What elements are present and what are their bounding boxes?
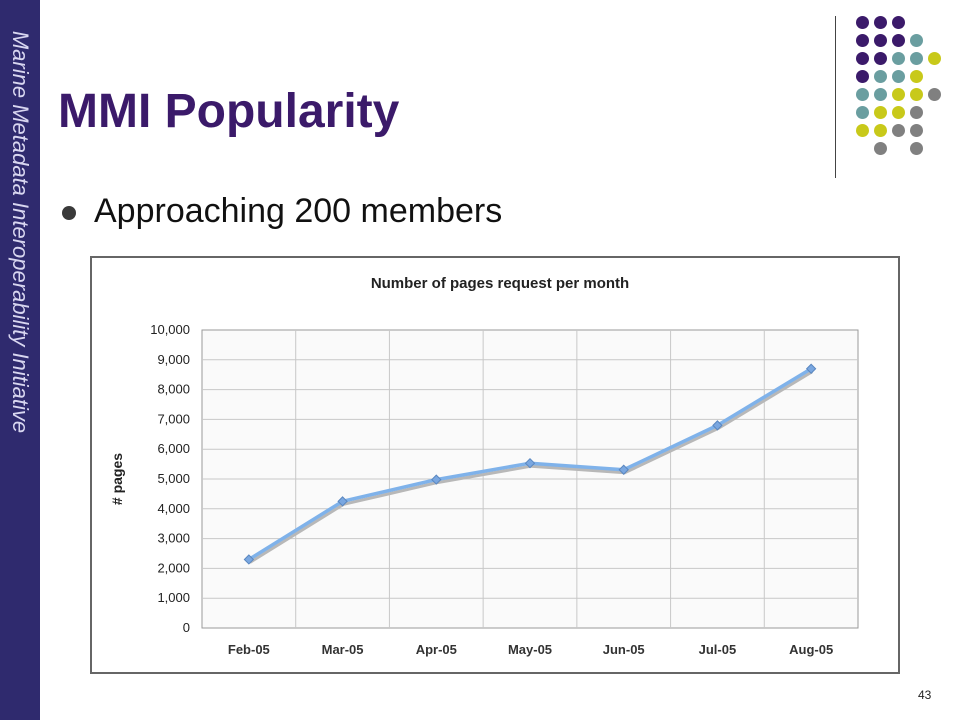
sidebar-band: Marine Metadata Interoperability Initiat… bbox=[0, 0, 40, 720]
data-point-marker bbox=[618, 464, 629, 475]
chart-frame: 0 1,000 2,000 3,000 4,000 5,000 6,000 7,000 8,00… bbox=[90, 256, 900, 674]
decorative-dot bbox=[891, 33, 905, 47]
decorative-dot bbox=[855, 123, 869, 137]
data-point-marker bbox=[524, 457, 536, 469]
decorative-dot bbox=[909, 69, 923, 83]
decorative-dot bbox=[909, 105, 923, 119]
y-tick-label: 2,000 bbox=[157, 560, 190, 575]
y-tick-label: 0 bbox=[183, 620, 190, 635]
y-tick-label: 6,000 bbox=[157, 441, 190, 456]
decorative-dot bbox=[873, 51, 887, 65]
sidebar-organization-text: Marine Metadata Interoperability Initiat… bbox=[8, 30, 33, 434]
decorative-dot bbox=[855, 105, 869, 119]
decorative-dot bbox=[891, 123, 905, 137]
data-point-marker bbox=[337, 496, 348, 507]
decorative-divider bbox=[835, 16, 836, 178]
x-tick-label: Mar-05 bbox=[322, 642, 364, 657]
x-tick-label: Apr-05 bbox=[416, 642, 457, 657]
decorative-dot bbox=[873, 33, 887, 47]
decorative-dot bbox=[909, 123, 923, 137]
decorative-dot bbox=[909, 141, 923, 155]
decorative-dot bbox=[891, 69, 905, 83]
decorative-dot bbox=[855, 87, 869, 101]
decorative-dot bbox=[855, 33, 869, 47]
decorative-dot bbox=[909, 33, 923, 47]
y-tick-label: 10,000 bbox=[150, 322, 190, 337]
y-tick-label: 8,000 bbox=[157, 382, 190, 397]
data-point-marker bbox=[805, 363, 817, 374]
decorative-dot bbox=[909, 51, 923, 65]
decorative-dot bbox=[873, 69, 887, 83]
line-chart: 0 1,000 2,000 3,000 4,000 5,000 6,000 7,000 8,00… bbox=[109, 275, 859, 657]
decorative-dot bbox=[855, 69, 869, 83]
decorative-dot bbox=[891, 15, 905, 29]
decorative-dot bbox=[873, 87, 887, 101]
decorative-dot bbox=[927, 51, 941, 65]
decorative-dot bbox=[873, 105, 887, 119]
decorative-dot bbox=[891, 87, 905, 101]
decorative-dot bbox=[873, 15, 887, 29]
decorative-dot bbox=[855, 51, 869, 65]
x-tick-label: May-05 bbox=[508, 642, 552, 657]
decorative-dot bbox=[873, 141, 887, 155]
decorative-dot bbox=[891, 105, 905, 119]
y-axis-label: # pages bbox=[109, 453, 125, 505]
x-tick-label: Jul-05 bbox=[699, 642, 737, 657]
y-tick-label: 9,000 bbox=[157, 352, 190, 367]
bullet-dot-icon bbox=[62, 206, 76, 220]
decorative-dot bbox=[909, 87, 923, 101]
chart-title: Number of pages request per month bbox=[371, 275, 629, 292]
data-point-marker bbox=[431, 474, 442, 485]
data-point-marker bbox=[243, 554, 255, 565]
decorative-dot bbox=[927, 87, 941, 101]
page-number: 43 bbox=[918, 688, 932, 702]
y-tick-label: 7,000 bbox=[157, 411, 190, 426]
data-point-marker bbox=[712, 420, 723, 431]
y-tick-label: 4,000 bbox=[157, 501, 190, 516]
x-tick-label: Feb-05 bbox=[228, 642, 270, 657]
x-tick-label: Jun-05 bbox=[603, 642, 645, 657]
slide-title: MMI Popularity bbox=[58, 85, 400, 138]
x-tick-label: Aug-05 bbox=[789, 642, 833, 657]
bullet-text: Approaching 200 members bbox=[94, 192, 503, 230]
y-tick-label: 1,000 bbox=[157, 590, 190, 605]
decorative-dot bbox=[855, 15, 869, 29]
y-tick-label: 3,000 bbox=[157, 531, 190, 546]
decorative-dot bbox=[873, 123, 887, 137]
decorative-dot bbox=[891, 51, 905, 65]
y-tick-label: 5,000 bbox=[157, 471, 190, 486]
